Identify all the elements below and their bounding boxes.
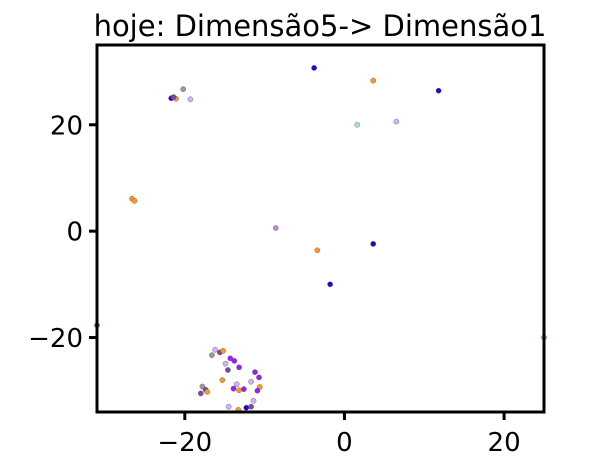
chart-title: hoje: Dimensão5-> Dimensão1 [94,9,547,43]
scatter-point [233,381,240,388]
scatter-point [236,364,242,371]
scatter-point [230,385,237,392]
scatter-point [187,96,194,103]
scatter-point [236,387,242,394]
scatter-point [327,281,333,288]
scatter-point [250,397,257,404]
scatter-point [254,387,261,394]
x-tick-label: 0 [336,428,353,458]
scatter-point [225,403,232,410]
scatter-point [311,65,317,71]
scatter-point [370,77,377,84]
y-tick-label: 0 [66,218,83,248]
scatter-point [256,374,262,381]
scatter-point [225,367,231,373]
x-tick-label: −20 [157,428,212,458]
scatter-point [131,197,138,204]
scatter-point [272,225,279,231]
scatter-point [197,390,204,397]
scatter-point [212,346,218,353]
scatter-point [248,378,254,385]
scatter-point [370,241,377,247]
scatter-point [248,403,254,410]
scatter-point [209,352,215,358]
scatter-points [94,65,547,413]
scatter-point [231,358,238,364]
scatter-point [227,355,234,362]
scatter-point [222,360,229,367]
scatter-point [354,122,361,128]
scatter-point [219,377,226,383]
scatter-point [180,86,186,92]
y-tick-label: −20 [28,324,83,354]
scatter-point [393,118,400,125]
scatter-point [241,386,247,392]
scatter-point [204,388,210,395]
scatter-point [435,87,442,94]
scatter-point [314,247,321,254]
scatter-point [220,347,226,354]
y-tick-label: 20 [50,111,83,141]
x-tick-label: 20 [488,428,521,458]
scatter-point [252,369,258,375]
scatter-point [243,404,250,411]
plot-frame [95,43,546,414]
scatter-point [170,94,177,100]
